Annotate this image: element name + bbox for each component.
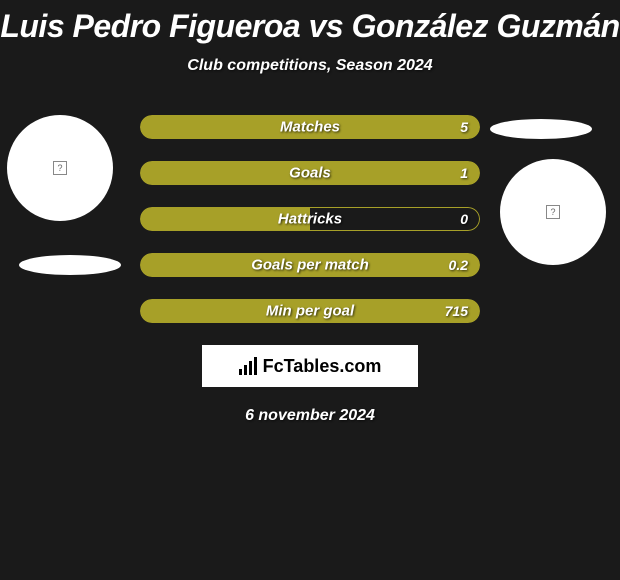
stat-row-goals: Goals 1 bbox=[140, 161, 480, 185]
stat-label: Min per goal bbox=[266, 303, 354, 320]
comparison-title: Luis Pedro Figueroa vs González Guzmán bbox=[0, 0, 620, 45]
player-left-avatar: ? bbox=[7, 115, 113, 221]
stat-value: 715 bbox=[445, 303, 468, 319]
stat-value: 5 bbox=[460, 119, 468, 135]
stat-row-matches: Matches 5 bbox=[140, 115, 480, 139]
stat-row-hattricks: Hattricks 0 bbox=[140, 207, 480, 231]
stat-label: Matches bbox=[280, 119, 340, 136]
player-right-avatar: ? bbox=[500, 159, 606, 265]
stats-bars: Matches 5 Goals 1 Hattricks 0 Goals per … bbox=[140, 115, 480, 323]
comparison-chart: ? ? Matches 5 Goals 1 Hattricks 0 Goals bbox=[0, 115, 620, 323]
player-right-shadow bbox=[490, 119, 592, 139]
stat-row-goals-per-match: Goals per match 0.2 bbox=[140, 253, 480, 277]
stat-value: 1 bbox=[460, 165, 468, 181]
player-left-shadow bbox=[19, 255, 121, 275]
stat-label: Hattricks bbox=[278, 211, 342, 228]
stat-value: 0 bbox=[460, 211, 468, 227]
branding-badge: FcTables.com bbox=[202, 345, 418, 387]
stat-value: 0.2 bbox=[449, 257, 468, 273]
branding-text: FcTables.com bbox=[263, 356, 382, 377]
missing-image-icon: ? bbox=[546, 205, 560, 219]
comparison-subtitle: Club competitions, Season 2024 bbox=[0, 57, 620, 75]
stat-label: Goals per match bbox=[251, 257, 369, 274]
missing-image-icon: ? bbox=[53, 161, 67, 175]
bar-chart-icon bbox=[239, 357, 257, 375]
stat-label: Goals bbox=[289, 165, 331, 182]
stat-row-min-per-goal: Min per goal 715 bbox=[140, 299, 480, 323]
snapshot-date: 6 november 2024 bbox=[0, 407, 620, 425]
